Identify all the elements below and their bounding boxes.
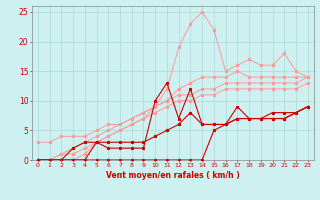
X-axis label: Vent moyen/en rafales ( km/h ): Vent moyen/en rafales ( km/h )	[106, 171, 240, 180]
